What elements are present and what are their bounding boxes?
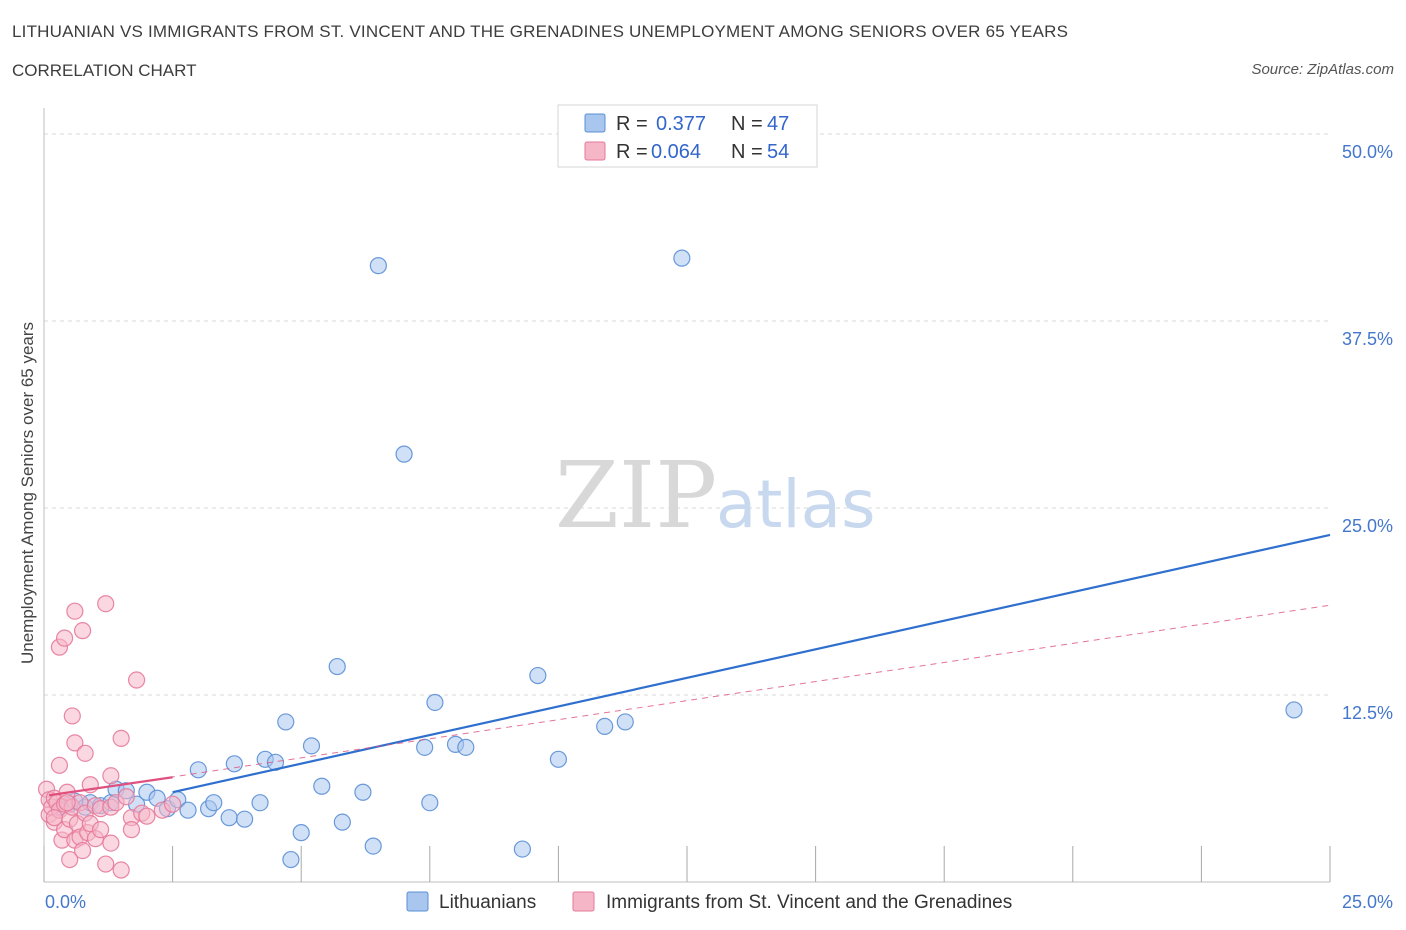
point-lithuanians (313, 777, 331, 795)
legend-r-label-1: R = (616, 113, 648, 135)
y-tick-label: 25.0% (1342, 516, 1393, 536)
point-lithuanians (225, 755, 243, 773)
point-immigrants (112, 861, 130, 879)
point-lithuanians (205, 794, 223, 812)
y-axis-label: Unemployment Among Seniors over 65 years (18, 322, 37, 664)
point-lithuanians (179, 801, 197, 819)
legend-swatch-lithuanians (584, 113, 606, 133)
point-immigrants (63, 707, 81, 725)
y-tick-label: 37.5% (1342, 329, 1393, 349)
y-tick-label: 12.5% (1342, 703, 1393, 723)
point-lithuanians (457, 738, 475, 756)
stats-legend: R = 0.377 N = 47 R = 0.064 N = 54 (557, 104, 818, 168)
point-lithuanians (1285, 701, 1303, 719)
legend-swatch-immigrants (584, 141, 606, 161)
point-lithuanians (416, 738, 434, 756)
legend-n-label-1: N = (731, 113, 763, 135)
legend-n-value-1: 47 (767, 113, 789, 135)
trendline-lithuanians (172, 533, 1331, 794)
point-lithuanians (277, 713, 295, 731)
axes-layer: 12.5% 25.0% 37.5% 50.0% 0.0% 25.0% (43, 108, 1393, 912)
point-lithuanians (292, 824, 310, 842)
trendline-immigrants (48, 776, 173, 797)
chart-title: LITHUANIAN VS IMMIGRANTS FROM ST. VINCEN… (12, 22, 1069, 41)
point-immigrants (73, 841, 92, 860)
point-lithuanians (354, 783, 372, 801)
trendline-immigrants-extended (49, 604, 1331, 796)
point-immigrants (122, 821, 141, 839)
legend-n-label-2: N = (731, 141, 763, 163)
trend-layer (48, 533, 1331, 797)
point-lithuanians (302, 737, 321, 755)
point-immigrants (66, 602, 84, 620)
point-immigrants (102, 834, 120, 852)
bottom-legend-label-lithuanians: Lithuanians (439, 892, 536, 913)
legend-r-label-2: R = (616, 141, 648, 163)
point-immigrants (102, 767, 120, 785)
watermark: ZIP atlas (555, 442, 876, 549)
point-immigrants (58, 794, 76, 812)
point-lithuanians (395, 445, 413, 463)
point-lithuanians (328, 657, 346, 676)
points-layer (37, 249, 1303, 879)
legend-n-value-2: 54 (767, 141, 789, 163)
point-lithuanians (513, 840, 531, 858)
watermark-zip: ZIP (555, 442, 717, 549)
series-legend: Lithuanians Immigrants from St. Vincent … (406, 891, 1012, 913)
chart-source: Source: ZipAtlas.com (1251, 61, 1394, 78)
point-lithuanians (282, 850, 300, 869)
legend-r-value-2: 0.064 (651, 141, 701, 163)
point-lithuanians (673, 249, 691, 267)
point-lithuanians (220, 809, 238, 827)
point-immigrants (73, 622, 92, 640)
point-immigrants (66, 734, 84, 752)
point-lithuanians (236, 810, 254, 828)
x-tick-label-max: 25.0% (1342, 892, 1393, 912)
point-lithuanians (426, 693, 444, 712)
watermark-atlas: atlas (716, 466, 876, 543)
point-immigrants (97, 595, 115, 613)
point-lithuanians (369, 257, 387, 275)
x-tick-label-min: 0.0% (45, 892, 86, 912)
grid-layer (44, 133, 1330, 696)
point-lithuanians (333, 813, 351, 831)
point-immigrants (55, 629, 74, 647)
bottom-legend-label-immigrants: Immigrants from St. Vincent and the Gren… (606, 892, 1012, 913)
point-lithuanians (251, 794, 269, 812)
point-immigrants (112, 729, 130, 747)
point-immigrants (76, 744, 94, 762)
point-immigrants (97, 855, 115, 873)
point-lithuanians (189, 761, 207, 779)
legend-r-value-1: 0.377 (656, 113, 706, 135)
point-immigrants (138, 807, 156, 825)
point-lithuanians (549, 750, 568, 768)
point-immigrants (61, 850, 79, 869)
point-lithuanians (596, 717, 614, 736)
point-immigrants (117, 788, 135, 806)
bottom-legend-swatch-immigrants (572, 891, 595, 912)
y-tick-label: 50.0% (1342, 142, 1393, 162)
point-lithuanians (529, 666, 547, 685)
point-lithuanians (364, 837, 382, 855)
point-immigrants (164, 795, 182, 813)
point-lithuanians (421, 794, 439, 812)
point-immigrants (45, 809, 63, 827)
point-immigrants (91, 821, 110, 839)
point-lithuanians (616, 713, 634, 731)
point-immigrants (127, 671, 146, 689)
chart-subtitle: CORRELATION CHART (12, 61, 197, 80)
point-immigrants (50, 756, 69, 774)
bottom-legend-swatch-lithuanians (406, 891, 429, 912)
